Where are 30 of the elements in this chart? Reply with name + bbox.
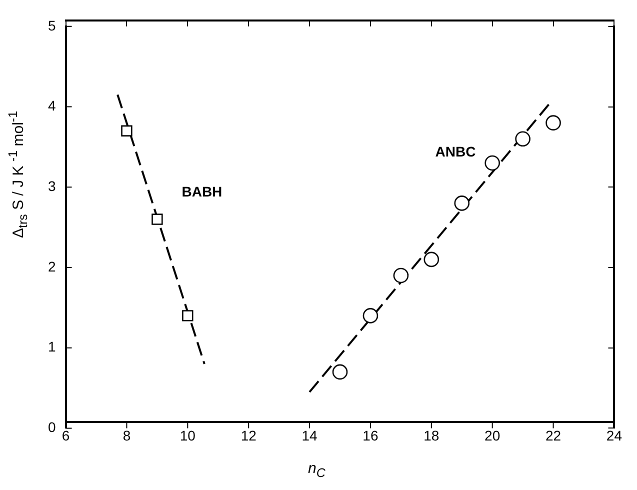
y-tick-label: 5 — [48, 17, 56, 34]
x-tick-label: 10 — [180, 427, 196, 444]
point — [393, 268, 409, 284]
x-tick-label: 14 — [302, 427, 318, 444]
x-tick-label: 8 — [122, 427, 131, 444]
point — [454, 196, 470, 211]
x-tick-label: 20 — [484, 427, 500, 444]
x-tick-label: 6 — [62, 427, 70, 444]
x-tick-label: 24 — [606, 427, 622, 444]
y-tick-label: 2 — [48, 258, 56, 274]
series-label: ANBC — [435, 144, 476, 160]
x-tick-label: 18 — [424, 427, 440, 444]
y-tick-label: 3 — [48, 178, 56, 194]
point — [152, 214, 163, 225]
y-tick-label: 0 — [48, 419, 56, 436]
point — [484, 155, 500, 171]
y-tick-label: 1 — [48, 338, 56, 355]
point — [546, 115, 561, 130]
point — [515, 131, 530, 147]
x-tick-label: 16 — [362, 427, 378, 444]
point — [121, 125, 132, 136]
point — [362, 308, 378, 324]
y-tick-label: 4 — [48, 98, 56, 114]
point — [182, 310, 194, 322]
point — [424, 252, 440, 268]
x-tick-label: 22 — [545, 427, 562, 444]
x-axis-title: n$_{C}$ — [308, 460, 326, 480]
point — [332, 364, 348, 380]
series-label: BABH — [182, 184, 222, 200]
x-tick-label: 12 — [240, 427, 257, 444]
